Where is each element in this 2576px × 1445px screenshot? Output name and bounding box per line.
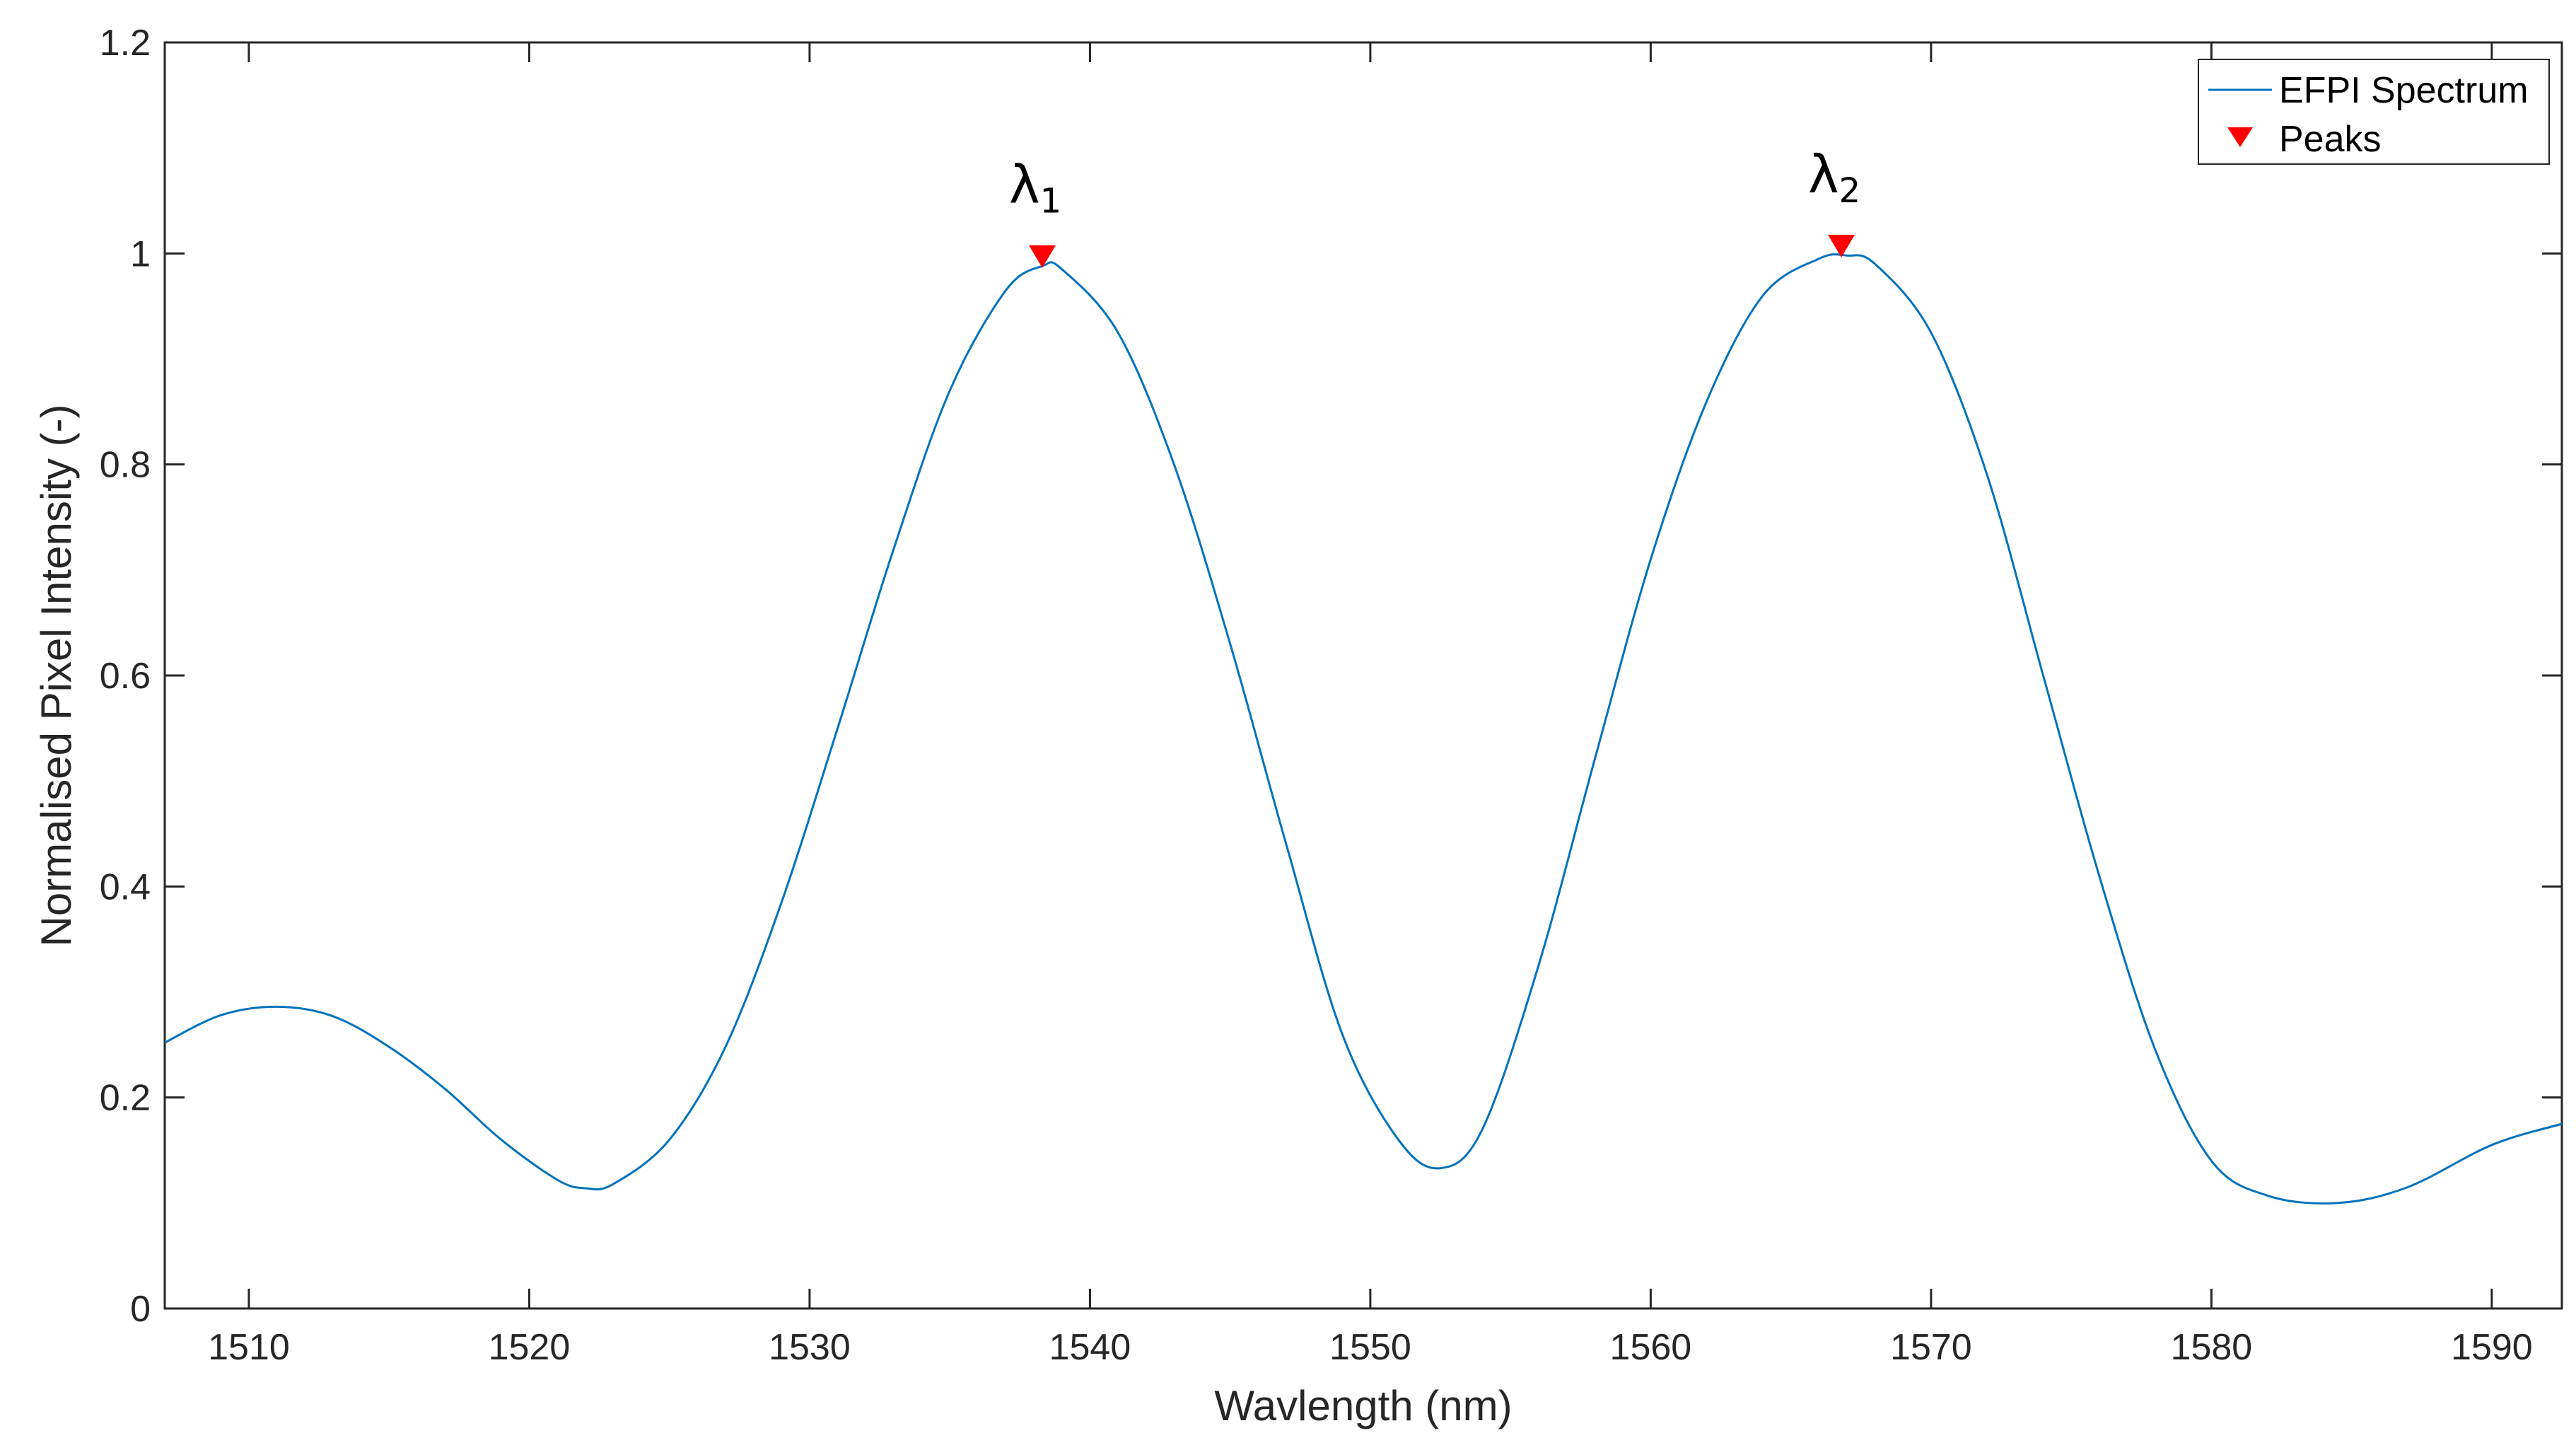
series-line-efpi-spectrum (164, 253, 2563, 1205)
x-tick-label: 1560 (1610, 1327, 1692, 1368)
peak-annotation-subscript: 1 (1040, 182, 1062, 221)
x-tick-label: 1550 (1329, 1327, 1411, 1368)
y-axis-ticks: 0 0.2 0.4 0.6 0.8 1 1.2 (100, 23, 2562, 1330)
peak-marker (1828, 234, 1855, 257)
plot-area: λ1 λ2 (164, 144, 2563, 1205)
x-tick-label: 1590 (2451, 1327, 2533, 1368)
peak-annotation-subscript: 2 (1839, 171, 1861, 211)
legend-label-efpi-spectrum: EFPI Spectrum (2279, 70, 2529, 111)
x-tick-label: 1510 (208, 1327, 290, 1368)
x-tick-label: 1530 (769, 1327, 851, 1368)
x-tick-label: 1570 (1890, 1327, 1972, 1368)
y-tick-label: 1 (130, 233, 151, 274)
legend-marker-peaks (2227, 127, 2253, 147)
x-tick-label: 1520 (489, 1327, 571, 1368)
legend-label-peaks: Peaks (2279, 119, 2382, 160)
x-tick-label: 1540 (1049, 1327, 1131, 1368)
legend: EFPI Spectrum Peaks (2198, 59, 2550, 165)
y-tick-label: 0 (130, 1289, 151, 1330)
y-tick-label: 0.6 (100, 656, 151, 697)
y-tick-label: 0.2 (100, 1078, 151, 1119)
peak-marker (1029, 245, 1056, 268)
x-axis-ticks: 1510 1520 1530 1540 1550 1560 1570 1580 1590 (208, 42, 2533, 1368)
y-tick-label: 1.2 (100, 23, 151, 64)
legend-box (2198, 59, 2550, 165)
peak-annotation-label: λ2 (1808, 144, 1860, 211)
y-tick-label: 0.4 (100, 866, 151, 907)
y-tick-label: 0.8 (100, 445, 151, 486)
x-tick-label: 1580 (2171, 1327, 2253, 1368)
x-axis-label: Wavlength (nm) (1214, 1382, 1512, 1429)
y-axis-label: Normalised Pixel Intensity (-) (33, 405, 80, 947)
